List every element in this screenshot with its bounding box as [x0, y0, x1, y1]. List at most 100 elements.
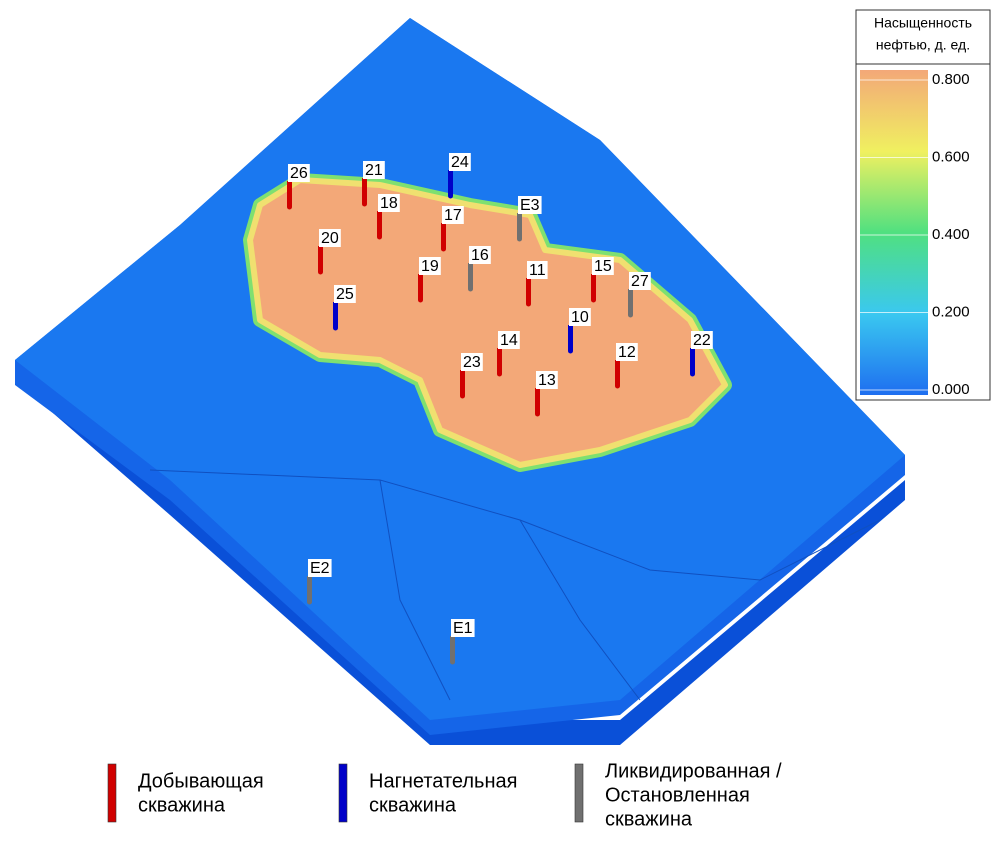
well-label: 22 — [693, 332, 711, 349]
well-label-bg — [691, 331, 713, 349]
well-label: 25 — [336, 286, 354, 303]
well-label: 13 — [538, 372, 556, 389]
well-head — [448, 193, 453, 199]
well-label-bg — [319, 229, 341, 247]
legend-label: скважина — [605, 808, 693, 830]
legend-label: скважина — [138, 794, 226, 816]
well-label-bg — [527, 261, 548, 279]
well-head — [591, 297, 596, 303]
well-stick — [628, 289, 633, 315]
well-label: 11 — [529, 262, 546, 279]
well-stick — [318, 246, 323, 272]
colorbar-ticks: 0.800 0.600 0.400 0.200 0.000 — [860, 71, 970, 398]
legend-swatch — [574, 763, 584, 823]
well-label-bg — [469, 246, 491, 264]
well-head — [441, 246, 446, 252]
well-head — [628, 312, 633, 318]
well-head — [468, 286, 473, 292]
well-label: E3 — [520, 197, 540, 214]
well-label-bg — [449, 153, 471, 171]
well-label-bg — [419, 257, 441, 275]
well-stick — [591, 274, 596, 300]
legend-label: Добывающая — [138, 770, 264, 792]
colorbar-title: Насыщенность — [874, 15, 972, 31]
well-label: 14 — [500, 332, 518, 349]
well-stick — [568, 325, 573, 351]
well-label: 26 — [290, 165, 308, 182]
well-head — [460, 393, 465, 399]
legend-label: Ликвидированная / — [605, 760, 782, 782]
well-label: 17 — [444, 207, 462, 224]
well-label-bg — [518, 196, 542, 214]
well-label: 10 — [571, 309, 589, 326]
well-label: 27 — [631, 273, 649, 290]
well-stick — [377, 211, 382, 237]
well-label: E1 — [453, 620, 473, 637]
well-label-bg — [629, 272, 651, 290]
wells: 26 21 24 18 17 E3 20 16 19 11 15 27 25 10 14 22 12 23 13 E2… — [287, 153, 713, 665]
well-head — [287, 204, 292, 210]
well-label: 20 — [321, 230, 339, 247]
well-label: 12 — [618, 344, 636, 361]
well-stick — [460, 370, 465, 396]
colorbar-tick-label: 0.800 — [932, 71, 970, 88]
well-label-bg — [569, 308, 591, 326]
well-stick — [517, 213, 522, 239]
well-stick — [307, 576, 312, 602]
colorbar-tick-label: 0.200 — [932, 303, 970, 320]
well-stick — [690, 348, 695, 374]
well-head — [362, 201, 367, 207]
legend-swatch — [338, 763, 348, 823]
well-stick — [526, 278, 531, 304]
well-label: 15 — [594, 258, 612, 275]
well-label-bg — [308, 559, 332, 577]
well-head — [377, 234, 382, 240]
well-label: 21 — [365, 162, 383, 179]
well-stick — [535, 388, 540, 414]
well-label-bg — [378, 194, 400, 212]
well-label-bg — [461, 353, 483, 371]
well-stick — [450, 636, 455, 662]
colorbar-tick-label: 0.600 — [932, 148, 970, 165]
well-stick — [448, 170, 453, 196]
well-head — [615, 383, 620, 389]
well-label: 18 — [380, 195, 398, 212]
well-head — [318, 269, 323, 275]
well-stick — [441, 223, 446, 249]
colorbar: Насыщенность нефтью, д. ед. 0.8000.6000.… — [855, 9, 991, 401]
well-label-bg — [536, 371, 558, 389]
well-label-bg — [442, 206, 464, 224]
well-label: 16 — [471, 247, 489, 264]
well-head — [418, 297, 423, 303]
legend-label: Нагнетательная — [369, 770, 517, 792]
well-label: 19 — [421, 258, 439, 275]
well-label: 24 — [451, 154, 469, 171]
well-label-bg — [288, 164, 310, 182]
well-head — [333, 325, 338, 331]
well-stick — [362, 178, 367, 204]
well-head — [307, 599, 312, 605]
colorbar-tick-label: 0.000 — [932, 381, 970, 398]
well-label-bg — [451, 619, 475, 637]
well-label-bg — [363, 161, 385, 179]
well-label: E2 — [310, 560, 330, 577]
well-head — [690, 371, 695, 377]
well-label-bg — [616, 343, 638, 361]
well-label: 23 — [463, 354, 481, 371]
legend: ДобывающаяскважинаНагнетательнаяскважина… — [107, 760, 782, 830]
well-label-bg — [498, 331, 520, 349]
well-stick — [418, 274, 423, 300]
colorbar-gradient — [860, 70, 928, 395]
well-stick — [468, 263, 473, 289]
colorbar-title: нефтью, д. ед. — [876, 37, 970, 53]
well-head — [568, 348, 573, 354]
well-stick — [497, 348, 502, 374]
legend-label: Остановленная — [605, 784, 750, 806]
well-label-bg — [592, 257, 614, 275]
well-stick — [287, 181, 292, 207]
well-head — [450, 659, 455, 665]
colorbar-tick-label: 0.400 — [932, 226, 970, 243]
well-stick — [615, 360, 620, 386]
well-label-bg — [334, 285, 356, 303]
